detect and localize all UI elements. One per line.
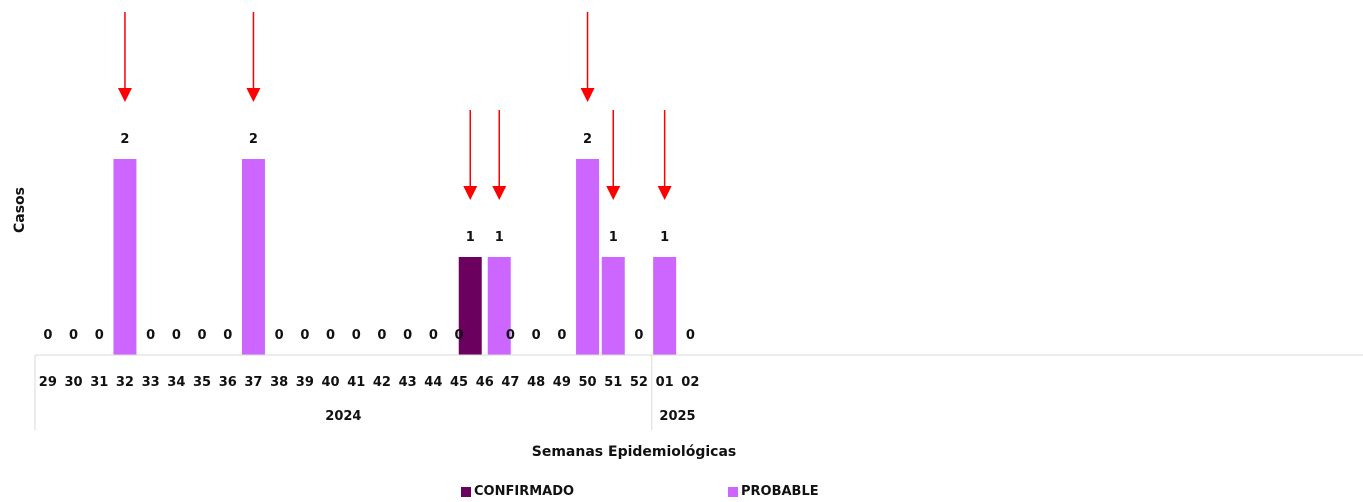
x-tick-label: 43 [399,375,417,390]
bar [653,257,677,355]
x-tick-label: 34 [167,375,185,390]
x-tick-label: 39 [296,375,314,390]
x-tick-label: 02 [681,375,699,390]
legend-item-confirmado: CONFIRMADO [461,484,574,499]
value-label: 1 [609,230,618,245]
value-label: 0 [557,328,566,343]
legend: CONFIRMADO PROBABLE [0,484,1363,502]
x-tick-label: 40 [322,375,340,390]
legend-swatch-confirmado [461,486,471,497]
x-tick-label: 47 [501,375,519,390]
x-tick-label: 35 [193,375,211,390]
bar [458,257,482,355]
value-label: 0 [146,328,155,343]
x-tick-label: 50 [579,375,597,390]
x-tick-label: 29 [39,375,57,390]
x-tick-label: 45 [450,375,468,390]
year-label: 2025 [659,409,695,424]
value-labels: 0 0 0 2 0 0 0 0 2 0 0 0 0 0 0 0 0 1 1 0 0 0 2 1 0 1 0 [43,132,695,343]
x-tick-label: 46 [476,375,494,390]
x-tick-label: 49 [553,375,571,390]
bar [241,159,265,355]
value-label: 0 [455,328,464,343]
value-label: 2 [249,132,258,147]
y-axis-title: Casos [12,187,28,233]
value-label: 0 [43,328,52,343]
arrow-head [246,88,261,102]
year-labels: 2024 2025 [325,409,695,424]
arrow-head [492,186,507,200]
value-label: 0 [275,328,284,343]
value-label: 1 [495,230,504,245]
x-tick-label: 37 [244,375,262,390]
value-label: 0 [198,328,207,343]
x-tick-label: 48 [527,375,545,390]
x-tick-label: 44 [424,375,442,390]
bar [487,257,511,355]
value-label: 0 [300,328,309,343]
legend-item-probable: PROBABLE [728,484,819,499]
x-tick-label: 52 [630,375,648,390]
x-tick-label: 41 [347,375,365,390]
value-label: 1 [660,230,669,245]
value-label: 1 [466,230,475,245]
year-label: 2024 [325,409,361,424]
bar [601,257,625,355]
value-label: 0 [223,328,232,343]
x-tick-label: 42 [373,375,391,390]
value-label: 2 [120,132,129,147]
arrow-marker [492,110,507,200]
value-label: 2 [583,132,592,147]
arrow-marker [657,110,672,200]
bars [113,159,677,355]
x-tick-label: 51 [604,375,622,390]
legend-label-confirmado: CONFIRMADO [474,484,575,499]
x-tick-label: 38 [270,375,288,390]
x-tick-labels: 29 30 31 32 33 34 35 36 37 38 39 40 41 42 43 44 45 46 47 48… [39,375,700,390]
value-label: 0 [506,328,515,343]
x-tick-label: 01 [656,375,674,390]
value-label: 0 [352,328,361,343]
arrow-head [463,186,478,200]
legend-swatch-probable [728,486,738,497]
value-label: 0 [95,328,104,343]
arrow-marker [463,110,478,200]
arrow-marker [117,12,132,102]
x-axis-title: Semanas Epidemiológicas [532,444,736,460]
bar [113,159,137,355]
arrow-marker [580,12,595,102]
x-tick-label: 36 [219,375,237,390]
arrow-head [580,88,595,102]
x-axis [34,354,1363,430]
value-label: 0 [634,328,643,343]
bar [576,159,600,355]
value-label: 0 [429,328,438,343]
x-tick-label: 31 [90,375,108,390]
legend-label-probable: PROBABLE [741,484,819,499]
x-tick-label: 33 [142,375,160,390]
x-tick-label: 30 [65,375,83,390]
arrow-head [657,186,672,200]
value-label: 0 [377,328,386,343]
value-label: 0 [532,328,541,343]
value-label: 0 [326,328,335,343]
x-tick-label: 32 [116,375,134,390]
arrow-head [117,88,132,102]
value-label: 0 [172,328,181,343]
value-label: 0 [69,328,78,343]
arrow-head [606,186,621,200]
value-label: 0 [686,328,695,343]
arrow-marker [606,110,621,200]
arrow-markers [117,12,672,200]
arrow-marker [246,12,261,102]
value-label: 0 [403,328,412,343]
